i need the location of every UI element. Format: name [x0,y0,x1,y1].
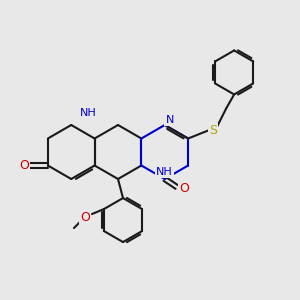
Text: O: O [179,182,189,196]
Text: NH: NH [156,167,172,177]
Text: S: S [209,124,217,137]
Text: N: N [166,115,174,125]
Text: O: O [19,159,29,172]
Text: O: O [80,211,90,224]
Text: NH: NH [80,108,97,118]
